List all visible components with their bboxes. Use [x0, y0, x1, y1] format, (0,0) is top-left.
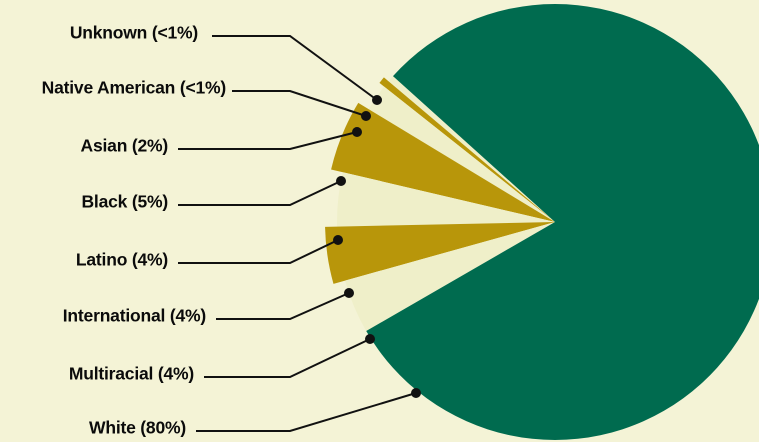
leader-dot-0	[372, 95, 382, 105]
slice-label-6: Multiracial (4%)	[69, 364, 194, 384]
leader-line-1	[232, 90, 367, 117]
pie-slice-2	[368, 86, 555, 222]
leader-dot-2	[352, 127, 362, 137]
slice-label-2: Asian (2%)	[81, 136, 168, 156]
pie-slice-7	[366, 3, 759, 440]
leader-line-3	[178, 180, 342, 206]
leader-dot-5	[344, 288, 354, 298]
slice-label-0: Unknown (<1%)	[70, 23, 198, 43]
slice-label-7: White (80%)	[89, 418, 186, 438]
pie-slice-3	[331, 102, 555, 222]
pie-slice-0	[388, 76, 555, 222]
leader-dot-4	[333, 235, 343, 245]
leader-line-6	[204, 338, 371, 378]
leader-dot-7	[411, 388, 421, 398]
slice-label-1: Native American (<1%)	[42, 78, 226, 98]
pie-slice-6	[345, 222, 555, 331]
pie-slice-1	[379, 77, 555, 222]
slice-label-4: Latino (4%)	[76, 250, 168, 270]
slice-label-3: Black (5%)	[81, 192, 168, 212]
leader-line-0	[212, 35, 378, 101]
leader-dot-6	[365, 334, 375, 344]
leader-line-4	[178, 239, 339, 264]
slice-label-5: International (4%)	[63, 306, 206, 326]
leader-line-5	[216, 292, 350, 320]
leader-dot-3	[336, 176, 346, 186]
leader-line-2	[178, 131, 358, 150]
leader-dot-1	[361, 111, 371, 121]
pie-slice-4	[337, 172, 555, 227]
leader-line-7	[196, 392, 417, 432]
pie-slice-5	[325, 222, 555, 284]
